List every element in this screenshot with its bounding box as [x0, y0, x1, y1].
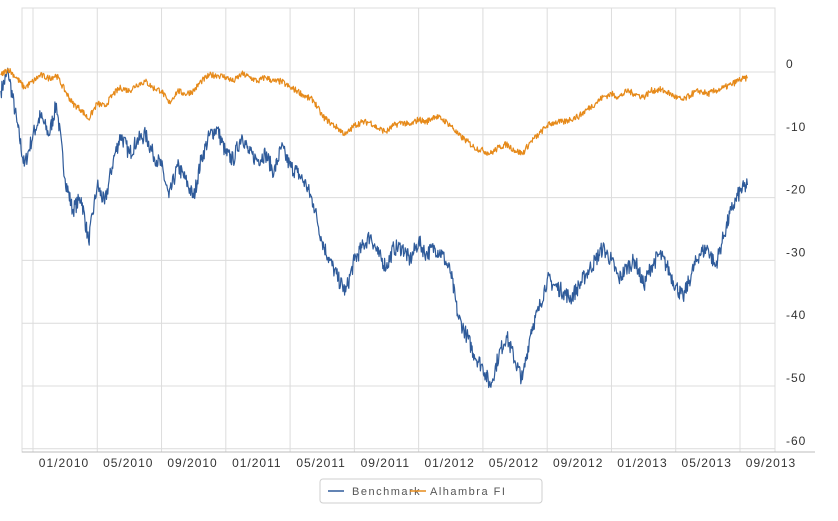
legend[interactable]: Benchmark Alhambra FI: [319, 478, 543, 504]
series-lines: [0, 67, 748, 389]
x-tick-label: 01/2012: [424, 456, 474, 470]
x-tick-label: 09/2013: [746, 456, 796, 470]
y-tick-label: -20: [786, 183, 806, 197]
x-tick-label: 01/2013: [617, 456, 667, 470]
legend-label-alhambra-fi[interactable]: Alhambra FI: [430, 486, 506, 498]
y-axis-ticks: 0 -10 -20 -30 -40 -50 -60: [786, 57, 806, 448]
y-tick-label: -50: [786, 371, 806, 385]
x-tick-label: 05/2012: [489, 456, 539, 470]
x-tick-label: 05/2011: [296, 456, 346, 470]
x-tick-label: 09/2011: [361, 456, 411, 470]
y-tick-label: -40: [786, 308, 806, 322]
y-tick-label: -10: [786, 120, 806, 134]
x-axis-ticks: 01/2010 05/2010 09/2010 01/2011 05/2011 09/20…: [39, 456, 796, 470]
plot-frame: [21, 7, 776, 453]
legend-box: [319, 478, 543, 504]
series-line-benchmark: [0, 67, 748, 389]
grid: [21, 7, 815, 453]
x-tick-label: 01/2011: [232, 456, 282, 470]
x-tick-label: 09/2012: [553, 456, 603, 470]
y-tick-label: 0: [786, 57, 794, 71]
x-tick-label: 01/2010: [39, 456, 89, 470]
series-line-alhambra-fi: [0, 68, 748, 156]
y-tick-label: -30: [786, 245, 806, 259]
y-tick-label: -60: [786, 434, 806, 448]
x-tick-label: 05/2013: [682, 456, 732, 470]
x-tick-label: 09/2010: [167, 456, 217, 470]
legend-label-benchmark[interactable]: Benchmark: [352, 486, 421, 498]
x-tick-label: 05/2010: [103, 456, 153, 470]
